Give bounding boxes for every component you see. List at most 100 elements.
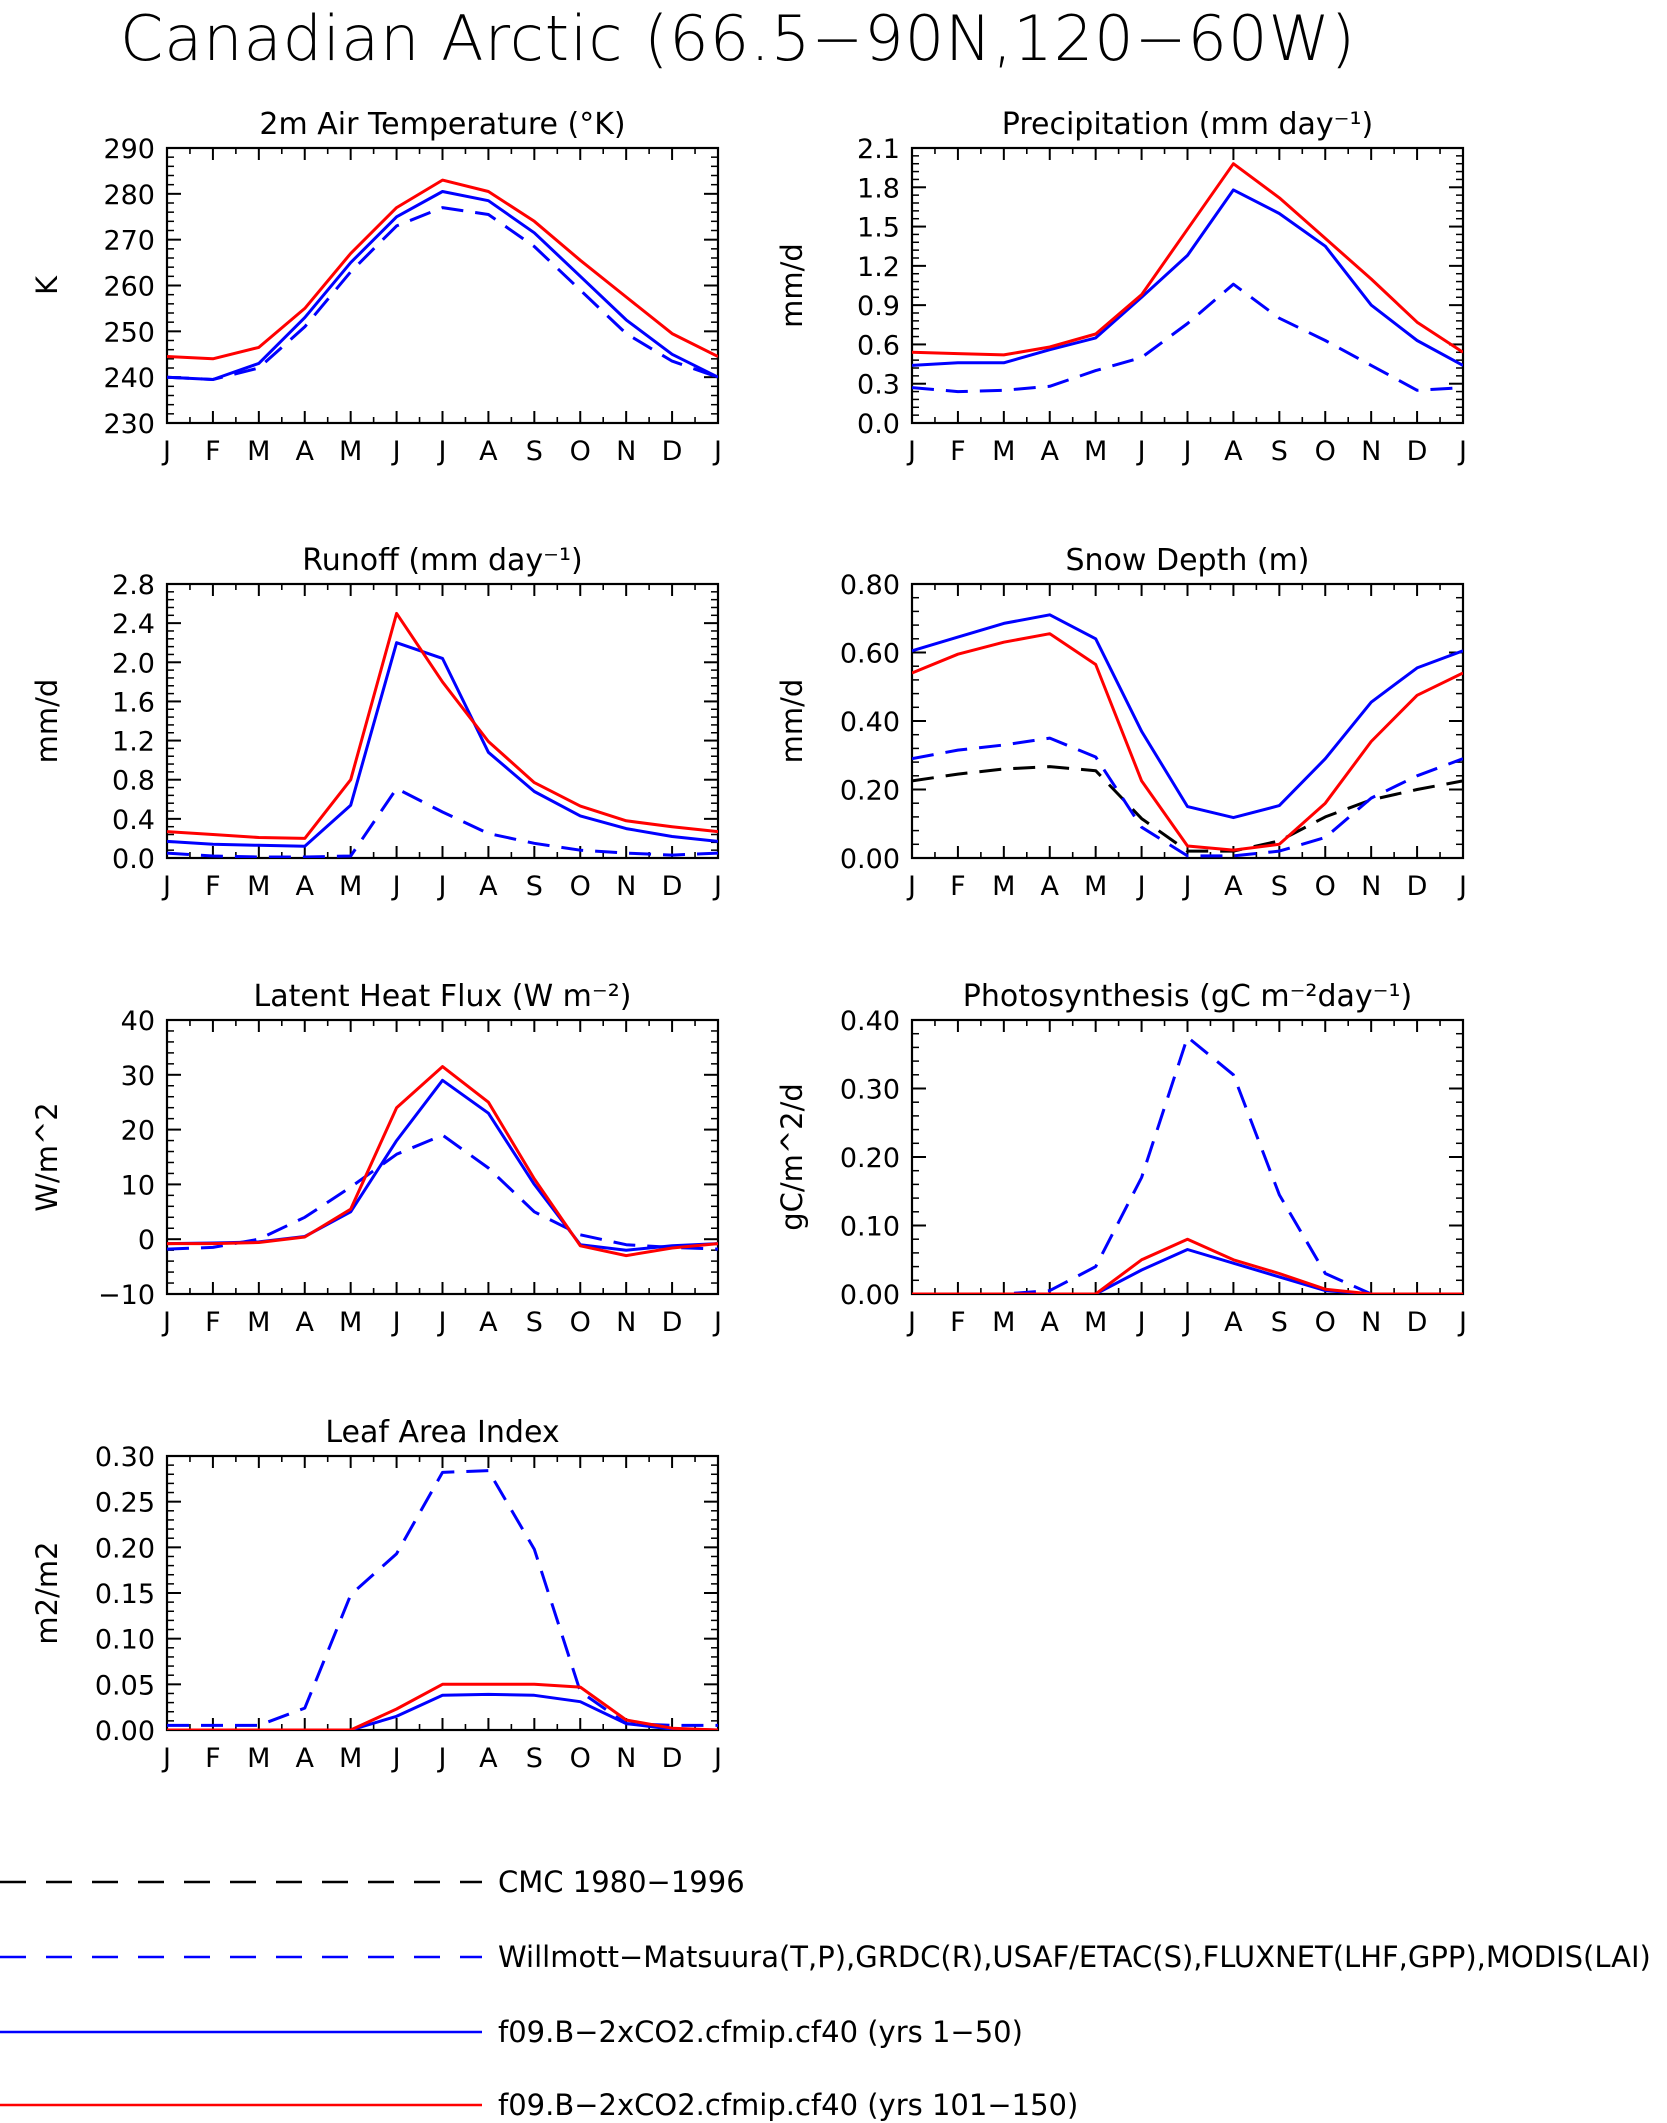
y-tick-label: 0.15	[95, 1579, 155, 1610]
panel-title: Precipitation (mm day⁻¹)	[1002, 107, 1373, 142]
chart-panel-7: J F M A M J J A S O N D J0.000.050.100.150.200.250.3…	[30, 1415, 722, 1774]
x-tick-label: N	[616, 1743, 636, 1774]
legend: CMC 1980−1996 Willmott−Matsuura(T,P),GRDC…	[0, 1865, 1651, 2122]
x-tick-label: M	[339, 1307, 362, 1338]
y-tick-label: 0.8	[112, 766, 155, 797]
series-line-run1	[912, 188, 1463, 367]
x-tick-label: N	[1361, 871, 1381, 902]
y-tick-label: 0.0	[112, 844, 155, 875]
series-line-run1	[912, 613, 1463, 820]
x-tick-label: A	[1041, 1307, 1060, 1338]
x-tick-label: N	[616, 436, 636, 467]
x-tick-label: J	[906, 1307, 916, 1338]
y-tick-label: 0.40	[840, 707, 900, 738]
y-tick-label: 20	[121, 1116, 155, 1147]
x-tick-label: M	[339, 1743, 362, 1774]
y-tick-label: 270	[103, 226, 155, 257]
x-tick-label: O	[570, 436, 591, 467]
x-tick-label: S	[526, 1307, 543, 1338]
series-group	[167, 178, 718, 381]
x-tick-label: A	[1224, 436, 1243, 467]
panel-title: 2m Air Temperature (°K)	[259, 107, 625, 142]
y-tick-label: 0.10	[95, 1625, 155, 1656]
x-tick-label: S	[526, 871, 543, 902]
x-tick-label: J	[1182, 871, 1192, 902]
chart-panel-3: J F M A M J J A S O N D J0.00.40.81.21.62.02.42.8Run…	[30, 543, 722, 902]
x-tick-label: M	[1084, 1307, 1107, 1338]
x-tick-label: S	[526, 1743, 543, 1774]
y-tick-label: 0.25	[95, 1488, 155, 1519]
x-tick-label: A	[296, 436, 315, 467]
x-tick-label: F	[950, 436, 966, 467]
x-tick-label: J	[437, 1743, 447, 1774]
x-tick-label: J	[712, 1307, 722, 1338]
y-tick-label: 230	[103, 409, 155, 440]
series-group	[912, 162, 1463, 394]
x-tick-label: J	[391, 436, 401, 467]
series-line-obs	[167, 1469, 718, 1727]
series-line-obs	[912, 1035, 1463, 1294]
series-line-run1	[912, 1248, 1463, 1294]
series-line-run1	[167, 1692, 718, 1730]
x-tick-label: D	[1407, 436, 1428, 467]
x-tick-label: O	[570, 871, 591, 902]
x-tick-label: A	[479, 1743, 498, 1774]
y-tick-label: 2.8	[112, 570, 155, 601]
x-tick-label: O	[570, 1307, 591, 1338]
y-tick-label: 0.40	[840, 1006, 900, 1037]
x-tick-label: M	[247, 1307, 270, 1338]
x-tick-label: S	[526, 436, 543, 467]
x-tick-label: M	[339, 436, 362, 467]
x-tick-label: A	[1041, 436, 1060, 467]
y-axis-label: gC/m^2/d	[775, 1083, 809, 1231]
y-tick-label: 0.00	[840, 1280, 900, 1311]
x-tick-label: A	[296, 1743, 315, 1774]
x-tick-label: N	[616, 871, 636, 902]
y-axis-label: mm/d	[775, 243, 809, 328]
y-tick-label: 1.2	[112, 727, 155, 758]
y-tick-label: 250	[103, 317, 155, 348]
x-tick-label: J	[437, 871, 447, 902]
series-group	[167, 611, 718, 858]
x-tick-label: J	[712, 1743, 722, 1774]
x-tick-label: J	[437, 436, 447, 467]
x-tick-label: J	[391, 1743, 401, 1774]
x-tick-label: M	[339, 871, 362, 902]
y-axis-label: mm/d	[775, 679, 809, 764]
x-tick-label: A	[479, 871, 498, 902]
panel-title: Latent Heat Flux (W m⁻²)	[254, 979, 632, 1014]
x-tick-label: J	[437, 1307, 447, 1338]
y-tick-label: 0.6	[857, 330, 900, 361]
series-line-obs	[912, 282, 1463, 394]
x-tick-label: J	[161, 1743, 171, 1774]
series-group	[912, 1035, 1463, 1294]
x-tick-label: M	[992, 1307, 1015, 1338]
x-tick-label: N	[1361, 1307, 1381, 1338]
x-tick-label: S	[1271, 436, 1288, 467]
x-tick-label: F	[205, 1307, 221, 1338]
y-tick-label: 0.3	[857, 370, 900, 401]
legend-label-2: Willmott−Matsuura(T,P),GRDC(R),USAF/ETAC…	[498, 1940, 1651, 1974]
x-tick-label: F	[205, 871, 221, 902]
y-tick-label: 10	[121, 1170, 155, 1201]
x-tick-label: J	[391, 1307, 401, 1338]
x-tick-label: N	[616, 1307, 636, 1338]
y-tick-label: 0.20	[95, 1533, 155, 1564]
y-tick-label: 0.60	[840, 639, 900, 670]
y-tick-label: 290	[103, 134, 155, 165]
y-tick-label: 1.6	[112, 687, 155, 718]
x-tick-label: N	[1361, 436, 1381, 467]
y-tick-label: 0.9	[857, 291, 900, 322]
x-tick-label: M	[992, 871, 1015, 902]
series-line-run1	[167, 1078, 718, 1252]
series-line-cmc	[912, 765, 1463, 853]
x-tick-label: M	[992, 436, 1015, 467]
series-group	[167, 1065, 718, 1258]
y-tick-label: 2.4	[112, 609, 155, 640]
x-tick-label: J	[391, 871, 401, 902]
y-tick-label: 0.00	[95, 1716, 155, 1747]
series-line-run2	[167, 611, 718, 840]
series-line-run2	[167, 1682, 718, 1730]
y-tick-label: 0.10	[840, 1212, 900, 1243]
